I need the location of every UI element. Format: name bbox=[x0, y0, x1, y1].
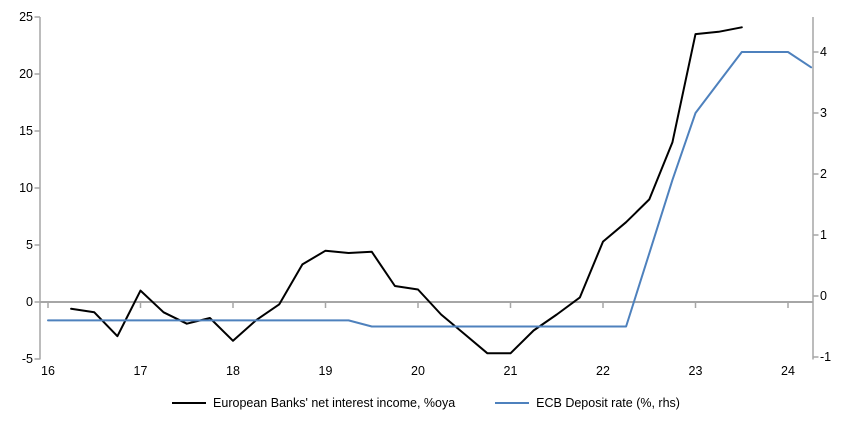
x-axis-tick-label: 24 bbox=[781, 364, 795, 378]
left-axis-tick-label: 5 bbox=[26, 237, 33, 252]
left-axis-tick-label: 20 bbox=[19, 66, 33, 81]
legend-item-net-interest-income: European Banks' net interest income, %oy… bbox=[172, 395, 455, 411]
right-axis-tick-label: 0 bbox=[820, 288, 827, 303]
right-axis-tick-label: -1 bbox=[820, 349, 832, 364]
right-axis-tick-label: 3 bbox=[820, 105, 827, 120]
legend: European Banks' net interest income, %oy… bbox=[0, 395, 852, 411]
x-axis-tick-label: 23 bbox=[688, 364, 703, 378]
left-axis-tick-label: 15 bbox=[19, 123, 33, 138]
legend-item-ecb-deposit-rate: ECB Deposit rate (%, rhs) bbox=[495, 395, 680, 411]
left-axis-tick-label: -5 bbox=[21, 351, 33, 366]
right-axis-tick-label: 1 bbox=[820, 227, 827, 242]
net-interest-income-line-swatch bbox=[172, 402, 207, 404]
ecb-deposit-rate-legend-label: ECB Deposit rate (%, rhs) bbox=[536, 396, 680, 410]
x-axis-tick-label: 18 bbox=[226, 364, 240, 378]
x-axis-tick-label: 19 bbox=[318, 364, 333, 378]
left-axis-tick-label: 10 bbox=[19, 180, 33, 195]
net-interest-income-line bbox=[70, 26, 743, 355]
left-axis-tick-label: 0 bbox=[26, 294, 33, 309]
ecb-deposit-rate-line bbox=[47, 51, 813, 328]
ecb-deposit-rate-line-swatch bbox=[495, 402, 530, 404]
x-axis-tick-label: 22 bbox=[596, 364, 610, 378]
x-axis-tick-label: 16 bbox=[41, 364, 55, 378]
x-axis-tick-label: 20 bbox=[411, 364, 425, 378]
net-interest-income-legend-label: European Banks' net interest income, %oy… bbox=[213, 396, 456, 410]
right-axis-tick-label: 4 bbox=[820, 44, 827, 59]
right-axis-tick-label: 2 bbox=[820, 166, 827, 181]
x-axis-tick-label: 21 bbox=[503, 364, 518, 378]
x-axis-tick-label: 17 bbox=[133, 364, 148, 378]
left-axis-tick-label: 25 bbox=[19, 9, 33, 24]
